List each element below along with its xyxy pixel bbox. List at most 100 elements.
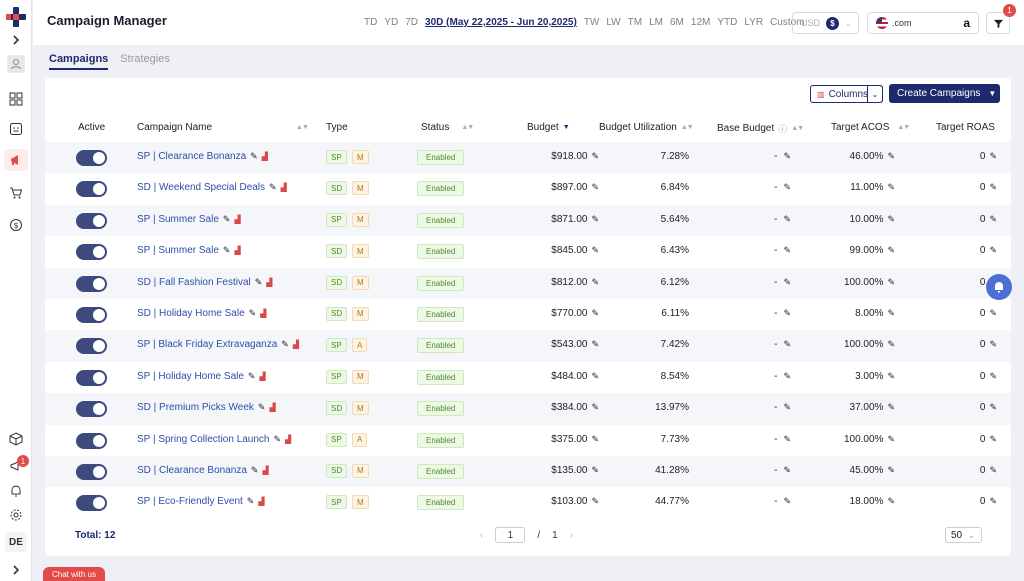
edit-pencil-icon[interactable]: ✎ (591, 433, 599, 444)
app-logo-icon[interactable] (5, 6, 27, 28)
chart-icon[interactable]: ▟ (258, 497, 265, 507)
col-status[interactable]: Status ▲▼ (421, 122, 474, 133)
expand-sidebar-icon[interactable] (7, 31, 25, 49)
edit-pencil-icon[interactable]: ✎ (783, 339, 791, 350)
date-range-option[interactable]: Custom (770, 17, 805, 28)
dashboard-icon[interactable] (7, 90, 25, 108)
active-toggle[interactable] (76, 369, 107, 386)
filter-button[interactable] (986, 12, 1010, 34)
billing-dollar-icon[interactable]: $ (7, 216, 25, 234)
edit-pencil-icon[interactable]: ✎ (989, 151, 997, 161)
user-icon[interactable] (7, 55, 25, 73)
settings-gear-icon[interactable] (7, 506, 25, 524)
campaign-name-link[interactable]: SP | Spring Collection Launch (137, 433, 270, 445)
edit-pencil-icon[interactable]: ✎ (783, 464, 791, 475)
edit-pencil-icon[interactable]: ✎ (269, 182, 277, 193)
sort-icon[interactable]: ▲▼ (791, 125, 804, 132)
edit-pencil-icon[interactable]: ✎ (783, 213, 791, 224)
chart-icon[interactable]: ▟ (266, 277, 273, 287)
chart-icon[interactable]: ▟ (260, 308, 267, 318)
campaign-name-link[interactable]: SP | Eco-Friendly Event (137, 496, 243, 508)
date-range-option[interactable]: LYR (744, 17, 764, 28)
edit-pencil-icon[interactable]: ✎ (281, 339, 289, 350)
sort-icon[interactable]: ▲▼ (296, 124, 309, 131)
prev-page-icon[interactable]: ‹ (480, 529, 484, 541)
edit-pencil-icon[interactable]: ✎ (591, 339, 599, 350)
edit-pencil-icon[interactable]: ✎ (591, 402, 599, 413)
col-campaign-name[interactable]: Campaign Name ▲▼ (137, 122, 309, 133)
date-range-option[interactable]: TD (364, 17, 378, 28)
edit-pencil-icon[interactable]: ✎ (887, 496, 895, 507)
campaign-name-link[interactable]: SD | Holiday Home Sale (137, 307, 245, 319)
edit-pencil-icon[interactable]: ✎ (591, 276, 599, 287)
active-toggle[interactable] (76, 244, 107, 261)
edit-pencil-icon[interactable]: ✎ (250, 464, 259, 475)
campaign-name-link[interactable]: SP | Black Friday Extravaganza (137, 339, 278, 351)
tab-campaigns[interactable]: Campaigns (49, 53, 109, 70)
edit-pencil-icon[interactable]: ✎ (783, 182, 791, 193)
date-range-option[interactable]: 6M (669, 17, 684, 28)
edit-pencil-icon[interactable]: ✎ (783, 402, 791, 413)
create-campaigns-button[interactable]: Create Campaigns ▼ (889, 84, 1000, 103)
edit-pencil-icon[interactable]: ✎ (254, 276, 263, 287)
active-toggle[interactable] (76, 338, 107, 355)
active-toggle[interactable] (76, 495, 107, 512)
date-range-option[interactable]: LW (606, 17, 621, 28)
sort-icon[interactable]: ▲▼ (680, 124, 694, 131)
tab-strategies[interactable]: Strategies (120, 53, 170, 65)
avatar[interactable]: DE (5, 532, 27, 552)
col-target-roas[interactable]: Target ROAS (936, 122, 995, 133)
page-size-select[interactable]: 50 ⌄ (945, 527, 982, 543)
col-budget[interactable]: Budget ▼ (527, 122, 570, 133)
campaign-name-link[interactable]: SD | Clearance Bonanza (137, 464, 247, 476)
edit-pencil-icon[interactable]: ✎ (887, 402, 895, 413)
edit-pencil-icon[interactable]: ✎ (783, 433, 791, 444)
campaign-name-link[interactable]: SP | Summer Sale (137, 213, 219, 225)
cart-icon[interactable] (7, 184, 25, 202)
edit-pencil-icon[interactable]: ✎ (591, 496, 599, 507)
edit-pencil-icon[interactable]: ✎ (887, 307, 895, 318)
date-range-option[interactable]: 7D (405, 17, 419, 28)
active-toggle[interactable] (76, 275, 107, 292)
edit-pencil-icon[interactable]: ✎ (783, 496, 791, 507)
campaign-name-link[interactable]: SD | Weekend Special Deals (137, 182, 266, 194)
edit-pencil-icon[interactable]: ✎ (989, 307, 997, 318)
edit-pencil-icon[interactable]: ✎ (989, 245, 997, 256)
edit-pencil-icon[interactable]: ✎ (989, 182, 997, 193)
campaign-name-link[interactable]: SP | Summer Sale (137, 245, 219, 257)
chart-icon[interactable]: ▟ (269, 403, 276, 413)
col-budget-utilization[interactable]: Budget Utilization ▲▼ (599, 122, 694, 133)
active-toggle[interactable] (76, 181, 107, 198)
edit-pencil-icon[interactable]: ✎ (591, 151, 599, 161)
reports-icon[interactable] (7, 120, 25, 138)
edit-pencil-icon[interactable]: ✎ (783, 151, 791, 161)
edit-pencil-icon[interactable]: ✎ (250, 151, 258, 161)
edit-pencil-icon[interactable]: ✎ (887, 245, 895, 256)
sort-icon[interactable]: ▲▼ (461, 124, 474, 131)
next-page-icon[interactable]: › (569, 529, 574, 541)
edit-pencil-icon[interactable]: ✎ (783, 245, 791, 256)
edit-pencil-icon[interactable]: ✎ (783, 307, 791, 318)
chart-icon[interactable]: ▟ (285, 434, 292, 444)
edit-pencil-icon[interactable]: ✎ (887, 151, 895, 161)
date-range-option[interactable]: LM (649, 17, 663, 28)
chart-icon[interactable]: ▟ (259, 371, 266, 381)
current-page-input[interactable]: 1 (495, 527, 526, 543)
announcements-icon[interactable] (7, 457, 25, 475)
edit-pencil-icon[interactable]: ✎ (273, 433, 282, 444)
edit-pencil-icon[interactable]: ✎ (591, 307, 599, 318)
chart-icon[interactable]: ▟ (234, 214, 241, 224)
collapse-sidebar-icon[interactable] (7, 561, 25, 579)
edit-pencil-icon[interactable]: ✎ (989, 433, 997, 444)
edit-pencil-icon[interactable]: ✎ (783, 370, 791, 381)
active-toggle[interactable] (76, 401, 107, 418)
col-base-budget[interactable]: Base Budget ⓘ ▲▼ (717, 123, 804, 134)
marketplace-selector[interactable]: .com a (867, 12, 979, 34)
col-target-acos[interactable]: Target ACOS ▲▼ (831, 122, 910, 133)
chat-with-us-button[interactable]: Chat with us (43, 567, 105, 581)
edit-pencil-icon[interactable]: ✎ (591, 182, 599, 193)
campaign-name-link[interactable]: SD | Fall Fashion Festival (137, 276, 251, 288)
sort-icon[interactable]: ▲▼ (897, 124, 910, 131)
date-range-option[interactable]: YTD (717, 17, 738, 28)
edit-pencil-icon[interactable]: ✎ (591, 370, 599, 381)
